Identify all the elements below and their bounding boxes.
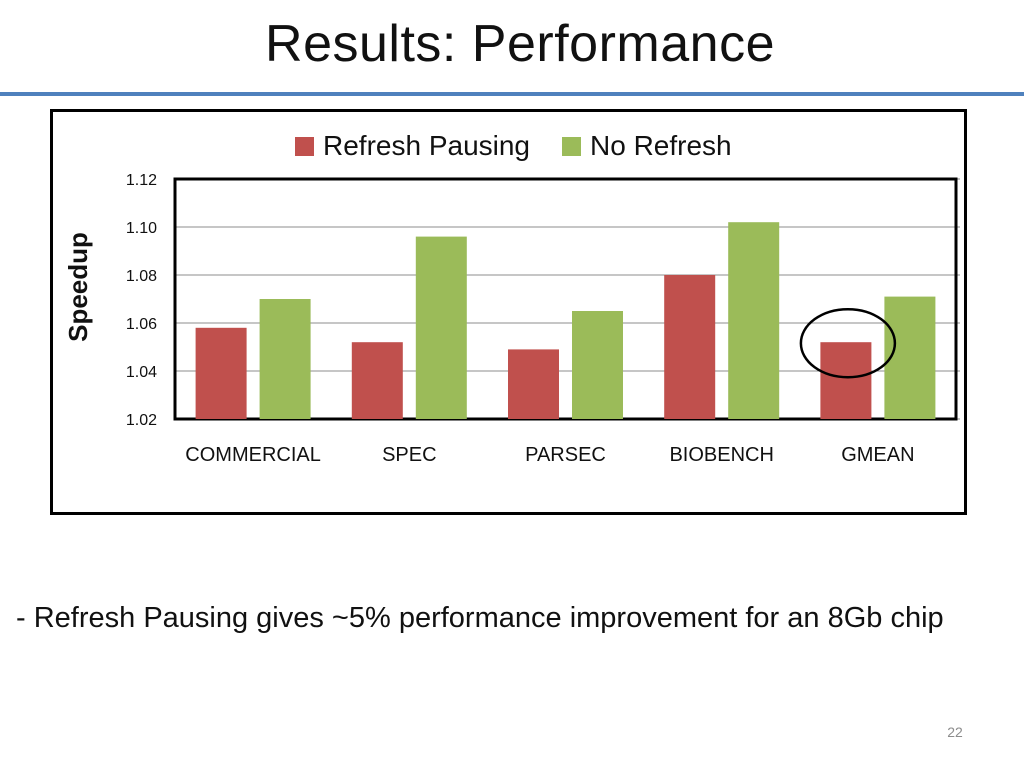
bar-no-refresh-biobench bbox=[728, 222, 780, 419]
bar-refresh-pausing-spec bbox=[351, 342, 403, 419]
legend-label: Refresh Pausing bbox=[323, 130, 530, 161]
bar-refresh-pausing-commercial bbox=[195, 327, 247, 419]
bar-refresh-pausing-parsec bbox=[508, 349, 559, 419]
bar-refresh-pausing-gmean bbox=[820, 342, 872, 419]
plot-border bbox=[173, 177, 958, 421]
title-divider bbox=[0, 92, 1024, 96]
chart-frame: 1.02 1.04 1.06 1.08 1.10 1.12 COMMERCIAL SPEC PA… bbox=[50, 109, 967, 515]
legend-swatch-no-refresh bbox=[562, 137, 581, 156]
x-category-label: COMMERCIAL bbox=[185, 444, 321, 466]
bar-no-refresh-gmean bbox=[884, 296, 936, 419]
y-tick-label: 1.06 bbox=[126, 316, 157, 333]
x-category-label: BIOBENCH bbox=[669, 444, 773, 466]
bar-no-refresh-spec bbox=[415, 236, 467, 419]
y-tick-label: 1.02 bbox=[126, 412, 157, 429]
highlight-circle bbox=[799, 307, 897, 379]
page-number: 22 bbox=[947, 724, 963, 740]
x-category-label: SPEC bbox=[382, 444, 436, 466]
y-tick-label: 1.10 bbox=[126, 220, 157, 237]
bar-no-refresh-parsec bbox=[572, 311, 623, 419]
speedup-bar-chart: 1.02 1.04 1.06 1.08 1.10 1.12 COMMERCIAL SPEC PA… bbox=[63, 130, 960, 466]
slide-title: Results: Performance bbox=[265, 15, 775, 73]
bullet-text: - Refresh Pausing gives ~5% performance … bbox=[16, 602, 944, 634]
bar-refresh-pausing-biobench bbox=[664, 275, 716, 419]
legend-label: No Refresh bbox=[590, 130, 732, 161]
y-tick-label: 1.12 bbox=[126, 172, 157, 189]
x-category-label: GMEAN bbox=[841, 444, 914, 466]
legend-swatch-refresh-pausing bbox=[295, 137, 314, 156]
y-tick-label: 1.04 bbox=[126, 364, 157, 381]
x-category-label: PARSEC bbox=[525, 444, 606, 466]
y-axis-title: Speedup bbox=[63, 232, 93, 342]
bar-no-refresh-commercial bbox=[259, 299, 311, 419]
y-tick-label: 1.08 bbox=[126, 268, 157, 285]
